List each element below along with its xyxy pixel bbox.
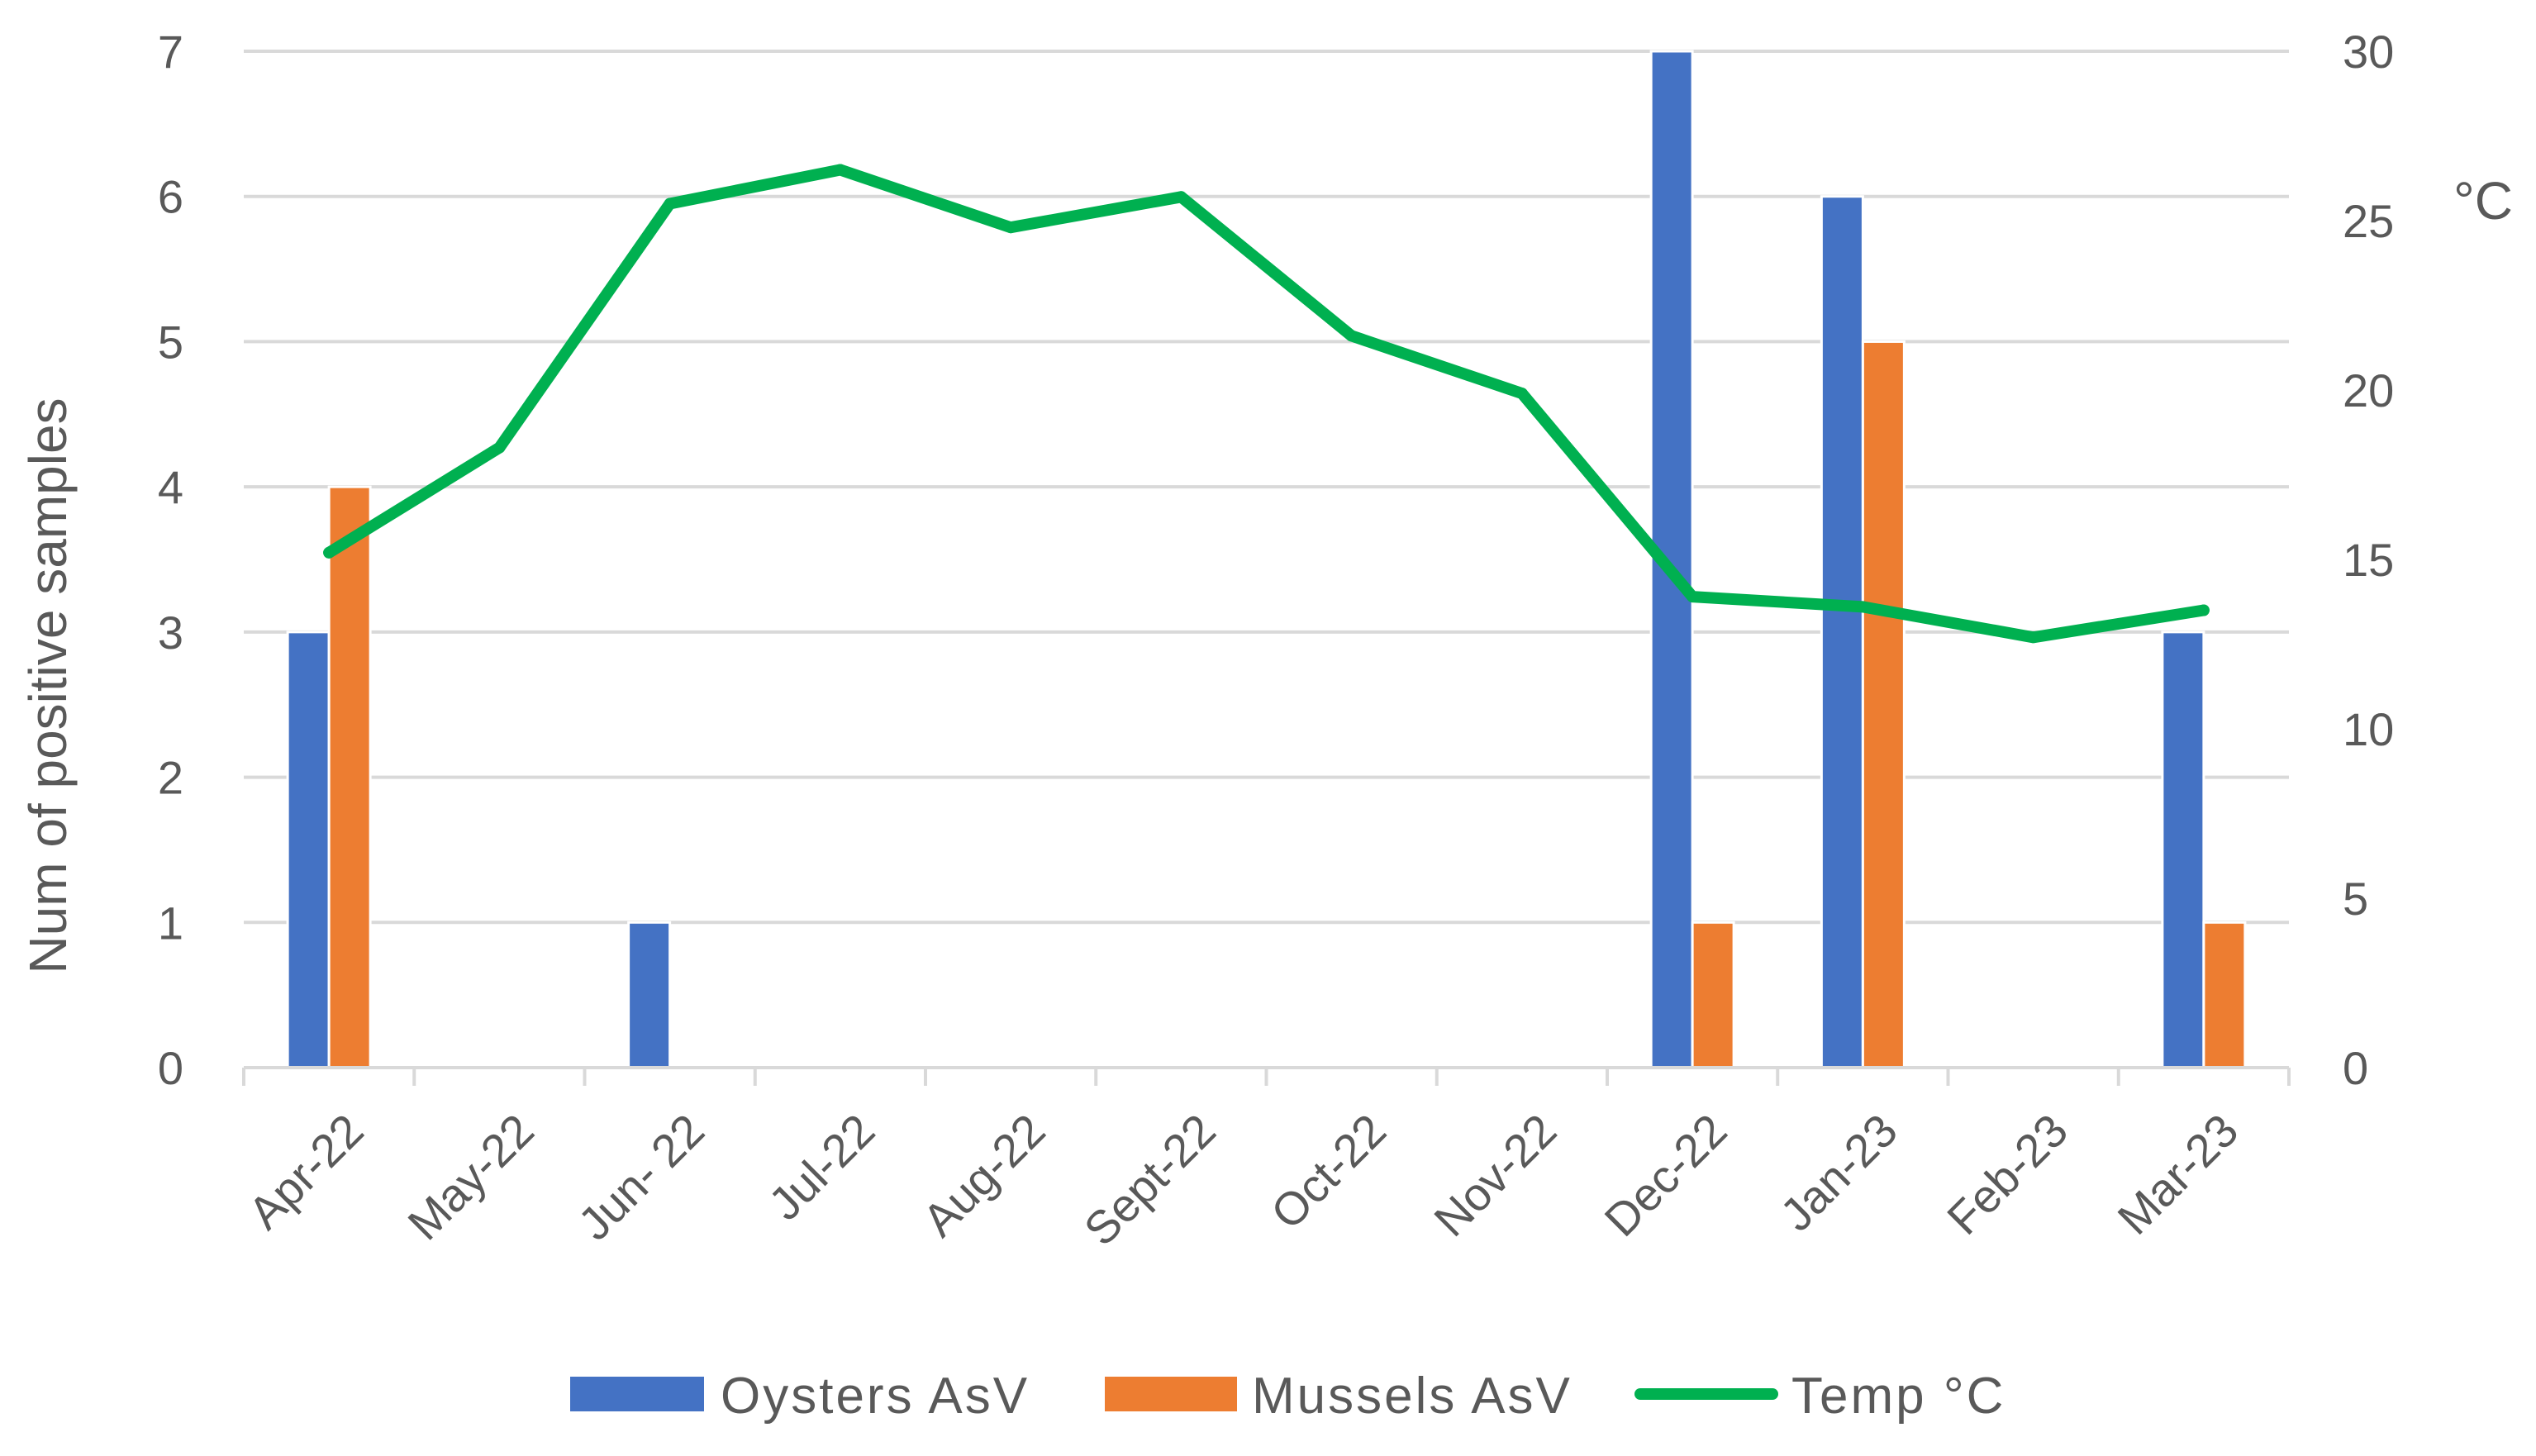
y-tick-label: 4 (158, 461, 183, 513)
oysters-asv-legend-swatch (570, 1377, 704, 1411)
y2-tick-label: 20 (2343, 364, 2394, 416)
oysters-bar (627, 921, 672, 1069)
x-tick-label: Feb-23 (1937, 1104, 2077, 1244)
x-tick-label: Aug-22 (912, 1104, 1054, 1246)
oysters-bar (2161, 630, 2205, 1069)
temperature-point (1345, 330, 1358, 342)
mussels-bar (1691, 921, 1735, 1069)
y-tick-label: 1 (158, 897, 183, 949)
x-tick-label: Jun- 22 (568, 1104, 714, 1250)
x-tick-label: Dec-22 (1594, 1104, 1736, 1246)
mussels-bar (1861, 340, 1906, 1069)
oysters-asv-legend-label: Oysters AsV (721, 1368, 1030, 1425)
left-axis-ticks: 0 1 2 3 4 5 6 7 (158, 26, 183, 1094)
temperature-point (2027, 631, 2039, 644)
temperature-point (1857, 601, 1869, 613)
x-tick-label: Nov-22 (1424, 1104, 1566, 1246)
x-tick-label: Sept-22 (1074, 1104, 1225, 1255)
temperature-point (323, 546, 335, 559)
y2-tick-label: 10 (2343, 703, 2394, 755)
temperature-point (1175, 191, 1187, 203)
mussels-asv-legend-label: Mussels AsV (1252, 1368, 1573, 1425)
x-tick-label: Apr-22 (238, 1104, 373, 1239)
gridlines (244, 50, 2289, 925)
temperature-line (323, 164, 2210, 644)
temperature-point (1687, 591, 1699, 603)
y2-tick-label: 5 (2343, 873, 2368, 925)
oysters-bar (1820, 195, 1864, 1069)
y-tick-label: 0 (158, 1042, 183, 1094)
y2-tick-label: 15 (2343, 534, 2394, 586)
oysters-bar (286, 630, 331, 1069)
temperature-point (1005, 221, 1017, 234)
y-tick-label: 7 (158, 26, 183, 78)
y2-axis-label: °C (2453, 171, 2513, 231)
y-tick-label: 2 (158, 752, 183, 804)
mussels-bar (2202, 921, 2247, 1069)
temp-c-legend-label: Temp °C (1791, 1368, 2005, 1425)
temperature-point (664, 197, 676, 210)
axes (242, 1066, 2291, 1086)
x-tick-label: May-22 (397, 1104, 544, 1250)
x-tick-label: Mar-23 (2107, 1104, 2248, 1244)
legend: Oysters AsV Mussels AsV Temp °C (570, 1368, 2005, 1425)
y-tick-label: 3 (158, 607, 183, 659)
x-tick-label: Jan-23 (1770, 1104, 1907, 1241)
x-tick-label: Oct-22 (1261, 1104, 1396, 1239)
temperature-point (493, 441, 506, 454)
mussels-bar (327, 485, 372, 1069)
x-tick-label: Jul-22 (759, 1104, 884, 1230)
y-tick-label: 5 (158, 316, 183, 368)
x-axis-tick-labels: Apr-22 May-22 Jun- 22 Jul-22 Aug-22 Sept-22 Oc… (238, 1104, 2248, 1255)
temperature-line-series (323, 164, 2210, 644)
bar-series (286, 50, 2247, 1069)
right-axis-ticks: 0 5 10 15 20 25 30 (2343, 26, 2394, 1094)
y2-tick-label: 30 (2343, 26, 2394, 78)
y2-tick-label: 25 (2343, 195, 2394, 247)
temperature-point (834, 164, 846, 176)
y-tick-label: 6 (158, 171, 183, 223)
temperature-point (1515, 388, 1528, 400)
temperature-point (2197, 604, 2210, 616)
mussels-asv-legend-swatch (1105, 1377, 1237, 1411)
y2-tick-label: 0 (2343, 1042, 2368, 1094)
y-axis-label: Num of positive samples (18, 397, 78, 973)
